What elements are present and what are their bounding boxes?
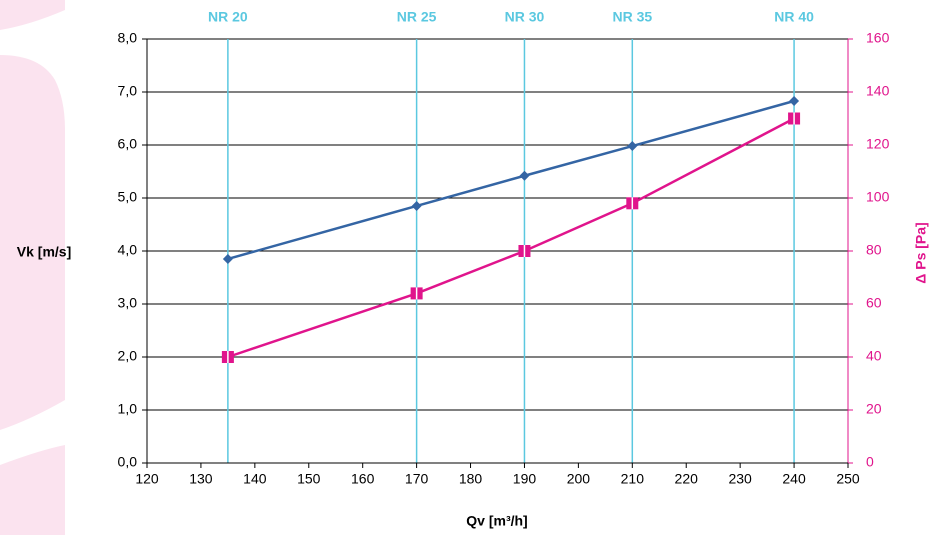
x-axis-label: Qv [m³/h] bbox=[466, 513, 527, 529]
x-tick-label: 130 bbox=[189, 471, 213, 487]
y2-tick-label: 120 bbox=[866, 136, 890, 152]
y-tick-label: 5,0 bbox=[118, 189, 138, 205]
x-tick-label: 150 bbox=[297, 471, 321, 487]
x-tick-label: 240 bbox=[782, 471, 806, 487]
y-tick-label: 4,0 bbox=[118, 242, 138, 258]
x-tick-label: 140 bbox=[243, 471, 267, 487]
y2-tick-label: 20 bbox=[866, 401, 882, 417]
reference-label: NR 20 bbox=[208, 9, 248, 25]
data-point bbox=[519, 171, 529, 181]
y-tick-label: 7,0 bbox=[118, 83, 138, 99]
chart: Qv [m³/h] Vk [m/s] Δ Ps [Pa] 0,0 1,0 2,0 3,… bbox=[0, 0, 935, 535]
y2-tick-label: 40 bbox=[866, 348, 882, 364]
x-tick-label: 200 bbox=[567, 471, 591, 487]
y2-tick-label: 80 bbox=[866, 242, 882, 258]
x-tick-label: 220 bbox=[675, 471, 699, 487]
x-tick-label: 190 bbox=[513, 471, 537, 487]
x-tick-label: 120 bbox=[135, 471, 159, 487]
y2-tick-label: 0 bbox=[866, 454, 874, 470]
reference-label: NR 35 bbox=[612, 9, 652, 25]
x-tick-label: 230 bbox=[728, 471, 752, 487]
data-point bbox=[412, 201, 422, 211]
y-axis-label: Vk [m/s] bbox=[17, 244, 71, 260]
x-tick-label: 250 bbox=[836, 471, 860, 487]
reference-label: NR 40 bbox=[774, 9, 814, 25]
x-tick-label: 170 bbox=[405, 471, 429, 487]
y-tick-label: 1,0 bbox=[118, 401, 138, 417]
x-tick-label: 180 bbox=[459, 471, 483, 487]
data-point bbox=[789, 96, 799, 106]
data-point bbox=[223, 254, 233, 264]
y2-tick-label: 60 bbox=[866, 295, 882, 311]
decoration bbox=[0, 0, 65, 535]
y-tick-label: 6,0 bbox=[118, 136, 138, 152]
y-tick-label: 3,0 bbox=[118, 295, 138, 311]
x-tick-label: 210 bbox=[621, 471, 645, 487]
series-line bbox=[228, 101, 794, 259]
data-point bbox=[627, 141, 637, 151]
y-tick-label: 8,0 bbox=[118, 30, 138, 46]
y-tick-label: 2,0 bbox=[118, 348, 138, 364]
y2-tick-label: 140 bbox=[866, 83, 890, 99]
y2-tick-label: 100 bbox=[866, 189, 890, 205]
series-line bbox=[228, 119, 794, 358]
y2-axis-label: Δ Ps [Pa] bbox=[913, 222, 929, 283]
reference-label: NR 25 bbox=[397, 9, 437, 25]
reference-label: NR 30 bbox=[505, 9, 545, 25]
x-tick-label: 160 bbox=[351, 471, 375, 487]
y-tick-label: 0,0 bbox=[118, 454, 138, 470]
y2-tick-label: 160 bbox=[866, 30, 890, 46]
